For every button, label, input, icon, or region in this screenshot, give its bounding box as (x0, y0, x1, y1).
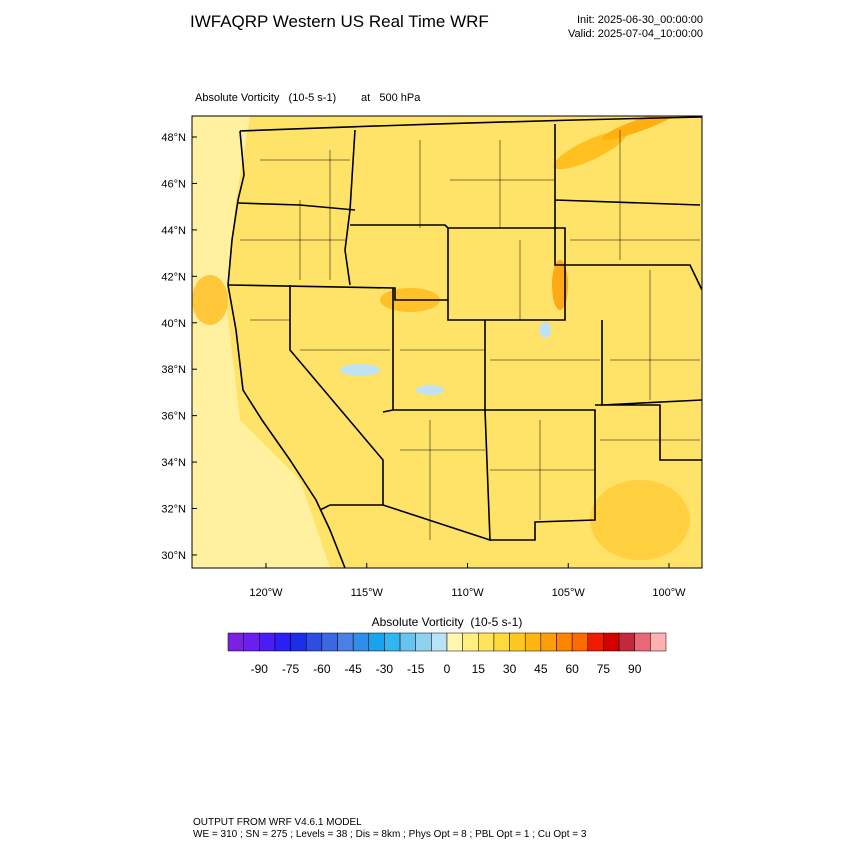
colorbar-swatch (618, 632, 635, 652)
colorbar-label: 75 (597, 662, 611, 676)
colorbar-label: -60 (313, 662, 331, 676)
lat-label: 36°N (161, 411, 186, 423)
valid-time: Valid: 2025-07-04_10:00:00 (568, 28, 703, 40)
colorbar-label: 15 (472, 662, 486, 676)
lat-label: 48°N (161, 132, 186, 144)
level-title: at 500 hPa (361, 92, 421, 104)
init-time: Init: 2025-06-30_00:00:00 (577, 14, 703, 26)
colorbar-title: Absolute Vorticity (10-5 s-1) (372, 615, 523, 629)
lat-label: 34°N (161, 457, 186, 469)
colorbar-label: -75 (282, 662, 300, 676)
map (192, 116, 702, 568)
lat-label: 40°N (161, 318, 186, 330)
colorbar-swatch (462, 632, 479, 652)
colorbar-swatch (446, 632, 463, 652)
colorbar-label: 60 (565, 662, 579, 676)
colorbar-swatch (556, 632, 573, 652)
colorbar-label: 45 (534, 662, 548, 676)
colorbar-swatch (650, 632, 667, 652)
lon-label: 105°W (552, 587, 586, 599)
colorbar-swatch (227, 632, 244, 652)
colorbar-swatch (321, 632, 338, 652)
colorbar-swatch (337, 632, 354, 652)
colorbar-swatch (571, 632, 589, 652)
colorbar-swatch (243, 632, 260, 652)
lat-label: 44°N (161, 225, 186, 237)
map-frame (191, 115, 703, 569)
colorbar-swatch (493, 632, 510, 652)
lon-label: 120°W (249, 587, 283, 599)
lat-label: 32°N (161, 504, 186, 516)
colorbar: -90 -75 -60 -45 -30 -15 0 15 30 45 60 75 90 (227, 632, 667, 676)
colorbar-label: -30 (376, 662, 394, 676)
colorbar-swatch (540, 632, 557, 652)
colorbar-swatch (603, 632, 620, 652)
title: IWFAQRP Western US Real Time WRF (190, 12, 489, 31)
footer-line: OUTPUT FROM WRF V4.6.1 MODEL (193, 817, 362, 828)
colorbar-swatch (259, 632, 276, 652)
colorbar-swatch (384, 632, 401, 652)
field-title: Absolute Vorticity (10-5 s-1) (195, 92, 336, 104)
colorbar-swatch (305, 632, 323, 652)
lat-label: 38°N (161, 364, 186, 376)
colorbar-label: -90 (251, 662, 269, 676)
colorbar-swatch (634, 632, 651, 652)
colorbar-swatch (587, 632, 604, 652)
colorbar-swatch (431, 632, 448, 652)
colorbar-swatch (415, 632, 432, 652)
colorbar-label: -45 (344, 662, 362, 676)
colorbar-swatch (524, 632, 542, 652)
lat-label: 42°N (161, 271, 186, 283)
colorbar-label: 30 (503, 662, 517, 676)
colorbar-swatch (509, 632, 526, 652)
lat-label: 30°N (161, 550, 186, 562)
colorbar-swatch (478, 632, 495, 652)
colorbar-swatch (352, 632, 370, 652)
lon-label: 100°W (652, 587, 686, 599)
colorbar-swatch (399, 632, 416, 652)
colorbar-label: -15 (407, 662, 425, 676)
colorbar-swatch (368, 632, 385, 652)
lon-label: 110°W (451, 587, 484, 599)
lon-label: 115°W (351, 587, 384, 599)
colorbar-swatch (290, 632, 307, 652)
colorbar-label: 0 (444, 662, 451, 676)
colorbar-label: 90 (628, 662, 642, 676)
colorbar-swatch (274, 632, 291, 652)
footer-line: WE = 310 ; SN = 275 ; Levels = 38 ; Dis … (193, 829, 587, 840)
lat-label: 46°N (161, 178, 186, 190)
